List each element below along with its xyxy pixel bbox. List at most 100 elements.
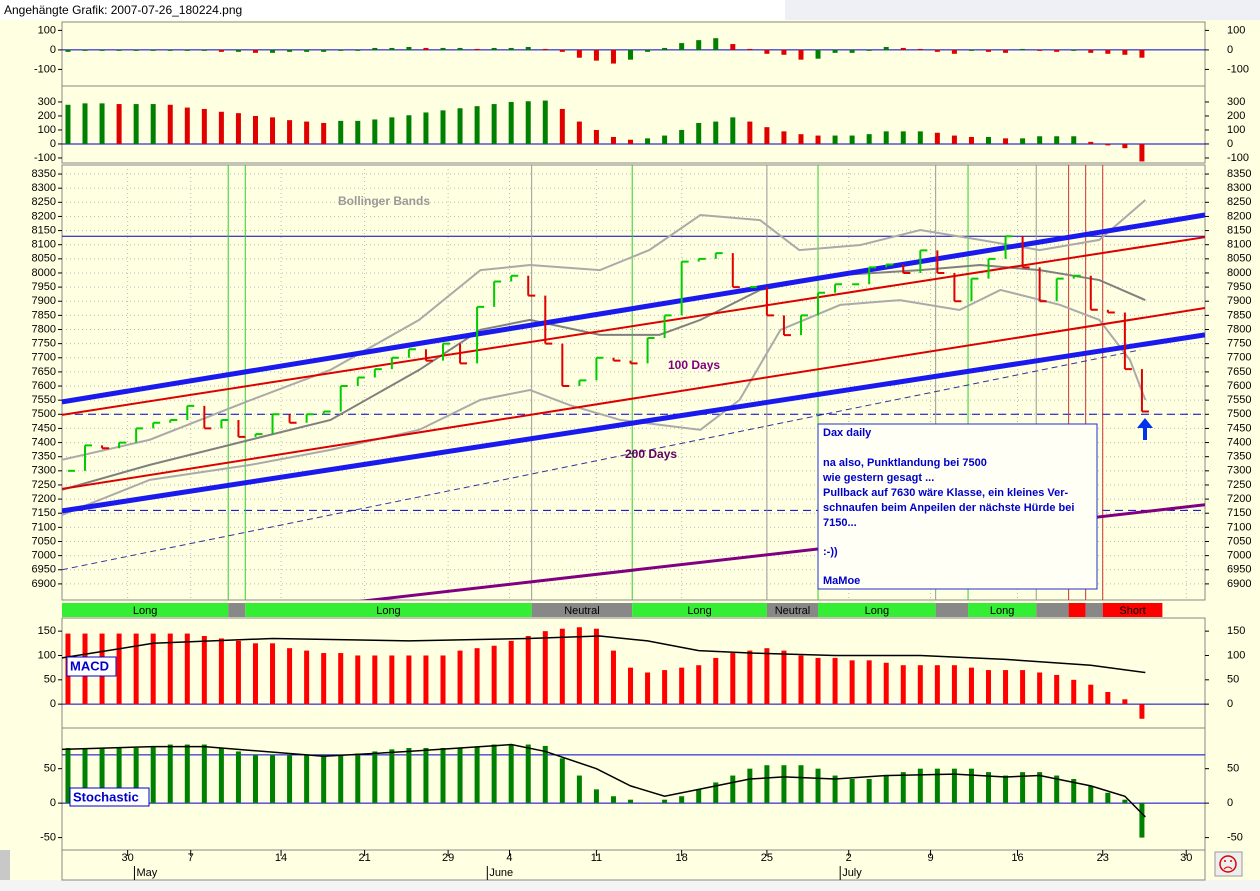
y-tick-label: 7950 — [32, 281, 56, 293]
bar — [934, 768, 940, 804]
bar — [662, 135, 668, 144]
price-bar — [799, 314, 808, 336]
bar — [1037, 136, 1043, 144]
y-tick-label: 7200 — [32, 493, 56, 505]
price-bar — [271, 413, 280, 435]
bar — [321, 122, 327, 144]
price-bar — [424, 349, 433, 362]
x-tick-label: 30 — [1180, 852, 1192, 864]
bar — [696, 122, 702, 144]
y-tick-label: 0 — [1227, 44, 1233, 56]
bar — [321, 49, 327, 52]
y-tick-label: 7300 — [32, 465, 56, 477]
bar — [1139, 143, 1145, 162]
bar — [1122, 49, 1128, 55]
price-bar — [339, 385, 348, 412]
x-tick-label: 21 — [358, 852, 370, 864]
bar — [764, 49, 770, 54]
price-bar — [782, 315, 791, 337]
bar — [1037, 49, 1043, 51]
price-bar — [646, 336, 655, 364]
bar — [423, 112, 429, 144]
y-tick-label: 8300 — [1227, 182, 1251, 194]
y-tick-label: 7250 — [1227, 479, 1251, 491]
y-tick-label: 200 — [38, 110, 56, 122]
bar — [133, 104, 139, 144]
sad-icon[interactable] — [1214, 851, 1243, 877]
bar — [82, 103, 88, 144]
bar — [508, 640, 514, 705]
y-tick-label: 7500 — [1227, 408, 1251, 420]
price-bar — [476, 305, 485, 364]
bar — [696, 40, 702, 50]
bar — [1088, 141, 1094, 144]
price-bar — [152, 421, 161, 429]
bar — [491, 47, 497, 50]
bar — [1071, 679, 1077, 705]
y-tick-label: -100 — [1227, 152, 1249, 164]
bar — [764, 648, 770, 705]
bar — [866, 134, 872, 144]
ma100-label: 100 Days — [668, 358, 720, 372]
bar — [457, 108, 463, 144]
price-bar — [101, 445, 110, 450]
bar — [781, 49, 787, 55]
y-tick-label: 200 — [1227, 110, 1245, 122]
bar — [1105, 143, 1111, 146]
y-tick-label: 300 — [1227, 96, 1245, 108]
bar — [713, 782, 719, 804]
bar — [1003, 138, 1009, 144]
bar — [440, 47, 446, 50]
price-bar — [220, 418, 229, 429]
bar — [389, 655, 395, 705]
bar — [986, 49, 992, 52]
bar — [474, 648, 480, 705]
y-tick-label: 7150 — [32, 507, 56, 519]
price-bar — [510, 274, 519, 282]
bar — [1105, 49, 1111, 54]
signal-segment — [62, 603, 229, 617]
bar — [287, 648, 293, 705]
y-tick-label: 7350 — [32, 451, 56, 463]
macd-label: MACD — [70, 658, 109, 673]
bar — [713, 657, 719, 705]
bar — [167, 104, 173, 144]
signal-label: Long — [687, 605, 711, 617]
corner — [0, 850, 10, 880]
bar — [1122, 143, 1128, 149]
note-line: na also, Punktlandung bei 7500 — [823, 457, 987, 469]
y-tick-label: -50 — [40, 831, 56, 843]
bar — [440, 747, 446, 804]
bar — [628, 667, 634, 705]
line — [61, 743, 1146, 818]
bar — [781, 131, 787, 144]
bar — [645, 49, 651, 52]
bar — [747, 768, 753, 804]
bar — [662, 47, 668, 50]
bar — [798, 655, 804, 705]
y-tick-label: 7500 — [32, 408, 56, 420]
bar — [986, 670, 992, 705]
bar — [1003, 775, 1009, 804]
bar — [917, 768, 923, 804]
bar — [167, 49, 173, 51]
bar — [167, 633, 173, 705]
price-bar — [697, 257, 706, 262]
bar — [747, 650, 753, 705]
bar — [542, 48, 548, 50]
bar — [65, 104, 71, 144]
y-tick-label: 100 — [38, 649, 56, 661]
bar — [457, 47, 463, 50]
price-bar — [169, 418, 178, 423]
bar — [287, 120, 293, 144]
bar — [218, 747, 224, 804]
bar — [270, 643, 276, 705]
price-bar — [1038, 267, 1047, 303]
bar — [713, 38, 719, 50]
y-tick-label: 7150 — [1227, 507, 1251, 519]
line — [62, 307, 1205, 490]
bar — [1054, 775, 1060, 804]
signal-segment — [228, 603, 246, 617]
note-line: Pullback auf 7630 wäre Klasse, ein klein… — [823, 487, 1069, 499]
